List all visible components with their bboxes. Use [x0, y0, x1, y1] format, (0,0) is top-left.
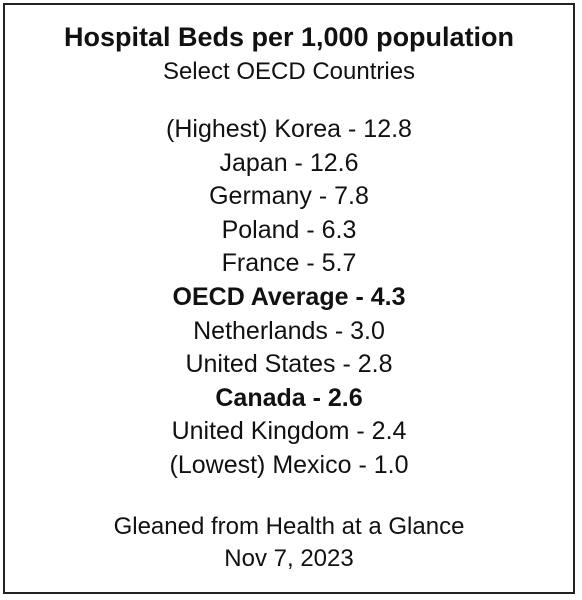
list-item: United Kingdom - 2.4	[171, 417, 407, 446]
list-item: United States - 2.8	[185, 350, 393, 379]
list-item: Germany - 7.8	[209, 182, 369, 211]
list-item: Japan - 12.6	[219, 148, 359, 177]
list-item: Netherlands - 3.0	[193, 316, 385, 345]
document-subtitle: Select OECD Countries	[162, 58, 416, 85]
list-item: OECD Average - 4.3	[172, 282, 406, 311]
list-item: (Lowest) Mexico - 1.0	[169, 450, 409, 479]
document-frame: Hospital Beds per 1,000 population Selec…	[3, 3, 575, 594]
date-note: Nov 7, 2023	[224, 545, 354, 572]
list-item: Canada - 2.6	[215, 383, 363, 412]
list-item: Poland - 6.3	[221, 215, 357, 244]
country-list: (Highest) Korea - 12.8 Japan - 12.6 Germ…	[5, 113, 573, 483]
list-item: (Highest) Korea - 12.8	[166, 115, 412, 143]
source-note: Gleaned from Health at a Glance	[113, 513, 465, 540]
list-item: France - 5.7	[221, 249, 357, 278]
document-title: Hospital Beds per 1,000 population	[63, 22, 515, 52]
